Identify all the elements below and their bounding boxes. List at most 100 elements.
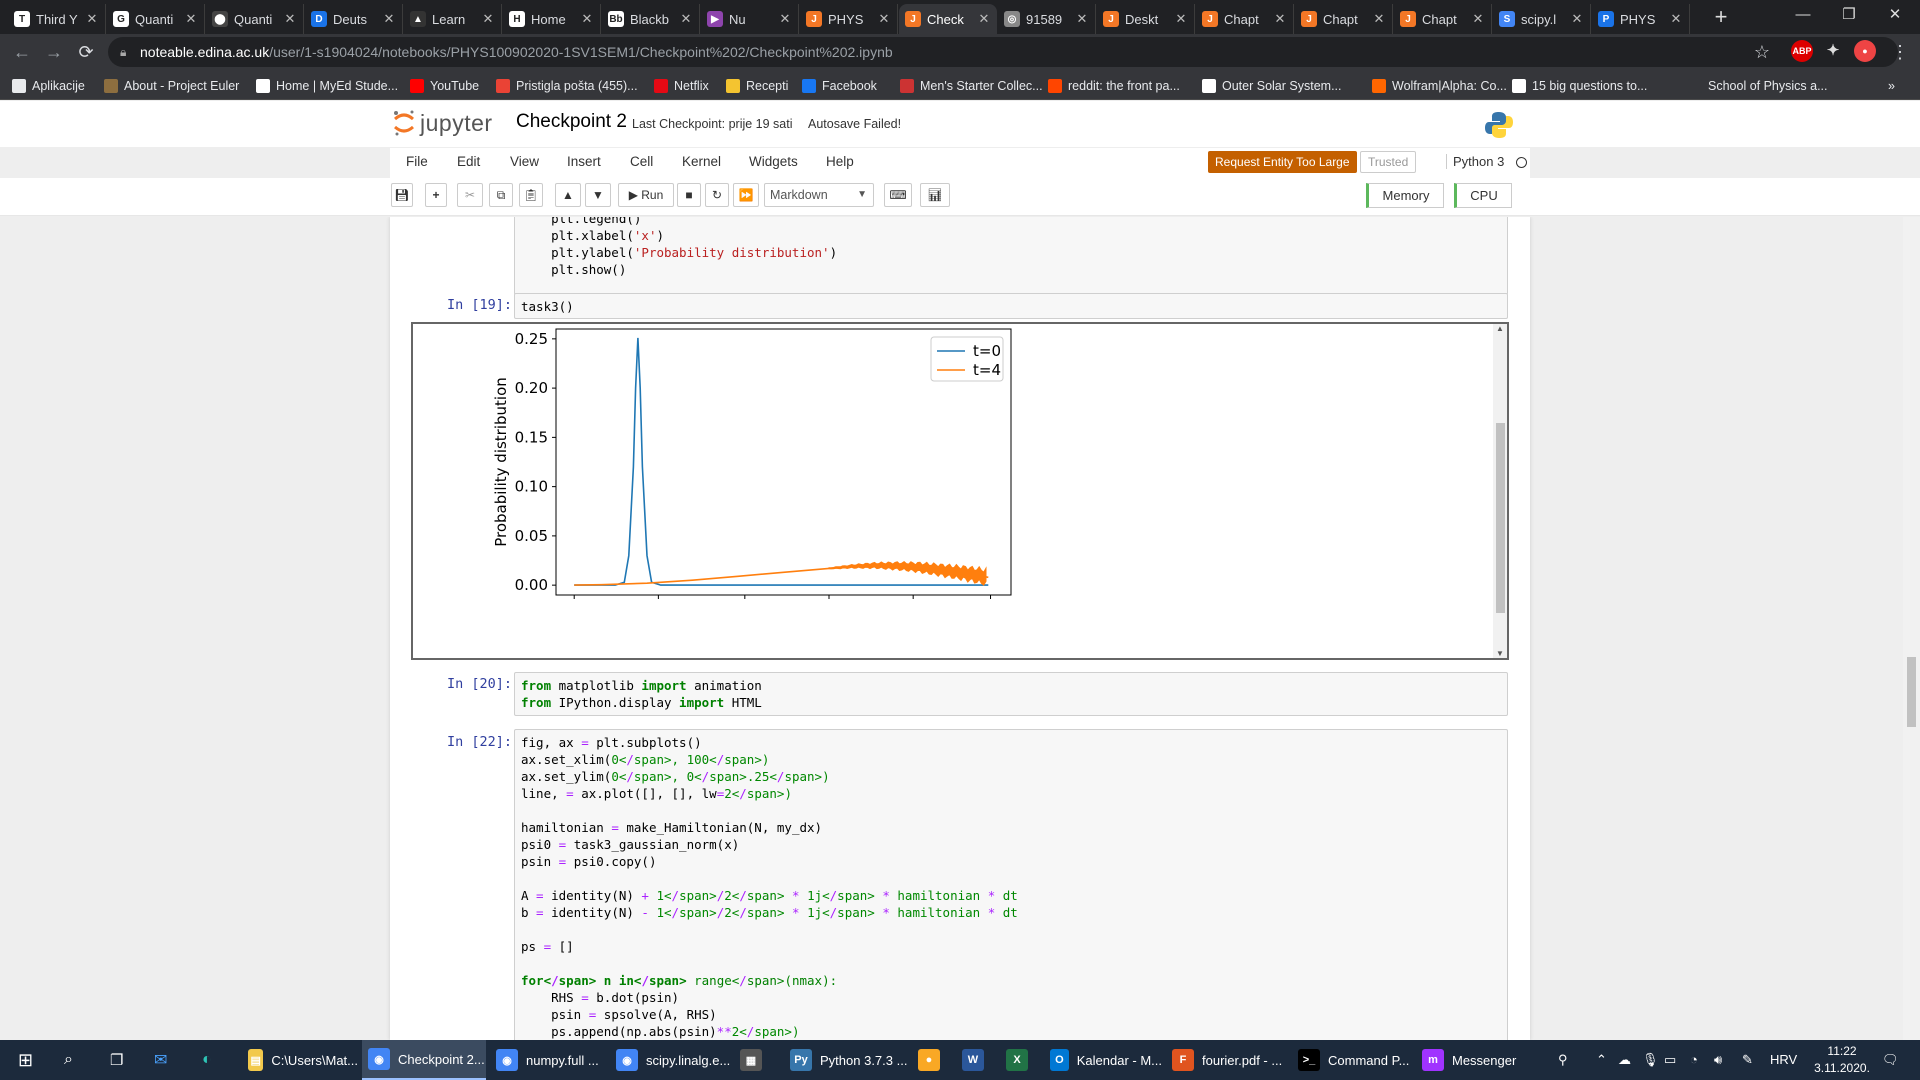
scroll-down-icon[interactable]: ▼ (1496, 649, 1504, 658)
browser-tab[interactable]: D Deuts ✕ (305, 4, 403, 34)
browser-tab[interactable]: G Quanti ✕ (107, 4, 205, 34)
bookmark-item[interactable]: YouTube (410, 76, 479, 96)
menu-file[interactable]: File (406, 154, 428, 169)
adblock-extension-icon[interactable]: ABP (1791, 40, 1813, 62)
paste-icon[interactable]: 📋︎ (519, 183, 543, 207)
menu-help[interactable]: Help (826, 154, 854, 169)
tab-close-icon[interactable]: ✕ (1274, 11, 1286, 26)
back-icon[interactable]: ← (13, 42, 31, 62)
menu-edit[interactable]: Edit (457, 154, 481, 169)
copy-icon[interactable]: ⧉ (489, 183, 513, 207)
taskbar-app[interactable]: ◉ scipy.linalg.e... (610, 1040, 734, 1080)
tab-close-icon[interactable]: ✕ (1373, 11, 1385, 26)
taskbar-app[interactable]: ● (912, 1040, 952, 1080)
taskbar-app[interactable]: m Messenger (1416, 1040, 1526, 1080)
taskbar-app[interactable]: >_ Command P... (1292, 1040, 1412, 1080)
restart-icon[interactable]: ↻ (705, 183, 729, 207)
new-tab-button[interactable]: + (1714, 4, 1728, 29)
taskbar-app[interactable]: X (1000, 1040, 1040, 1080)
cell-type-select[interactable]: Markdown ▼ (764, 183, 874, 207)
page-scroll-thumb[interactable] (1907, 657, 1916, 727)
error-badge[interactable]: Request Entity Too Large (1208, 151, 1357, 173)
bookmark-item[interactable]: Pristigla pošta (455)... (496, 76, 638, 96)
tab-close-icon[interactable]: ✕ (1175, 11, 1187, 26)
browser-tab[interactable]: P PHYS ✕ (1592, 4, 1690, 34)
browser-tab[interactable]: J Chapt ✕ (1394, 4, 1492, 34)
menu-cell[interactable]: Cell (630, 154, 654, 169)
bookmark-item[interactable]: Aplikacije (12, 76, 85, 96)
browser-tab[interactable]: J Chapt ✕ (1295, 4, 1393, 34)
battery-icon[interactable]: ▭ (1664, 1052, 1677, 1067)
tab-close-icon[interactable]: ✕ (779, 11, 791, 26)
tab-close-icon[interactable]: ✕ (978, 11, 990, 26)
tab-close-icon[interactable]: ✕ (1472, 11, 1484, 26)
chart-icon[interactable]: 📊︎ (920, 183, 950, 207)
scroll-up-icon[interactable]: ▲ (1496, 324, 1504, 333)
code-cell-19[interactable]: task3() (514, 293, 1508, 319)
bookmark-item[interactable]: Wolfram|Alpha: Co... (1372, 76, 1507, 96)
tab-close-icon[interactable]: ✕ (284, 11, 296, 26)
menu-insert[interactable]: Insert (567, 154, 601, 169)
profile-avatar[interactable]: ● (1854, 40, 1876, 62)
restart-run-all-icon[interactable]: ⏩ (733, 183, 759, 207)
taskbar-app[interactable]: Py Python 3.7.3 ... (784, 1040, 908, 1080)
menu-kernel[interactable]: Kernel (682, 154, 722, 169)
browser-tab[interactable]: ◎ 91589 ✕ (998, 4, 1096, 34)
page-scrollbar[interactable] (1903, 217, 1920, 1040)
bookmark-item[interactable]: About - Project Euler (104, 76, 239, 96)
trusted-badge[interactable]: Trusted (1360, 151, 1417, 173)
jupyter-logo[interactable]: jupyter (392, 109, 493, 137)
cut-icon[interactable]: ✂ (457, 183, 483, 207)
browser-tab[interactable]: H Home ✕ (503, 4, 601, 34)
bookmark-item[interactable]: reddit: the front pa... (1048, 76, 1180, 96)
menu-widgets[interactable]: Widgets (749, 154, 798, 169)
tab-close-icon[interactable]: ✕ (86, 11, 98, 26)
pen-icon[interactable]: ✎ (1742, 1052, 1753, 1067)
code-cell-20[interactable]: from matplotlib import animation from IP… (514, 672, 1508, 716)
taskbar-app[interactable]: ▦ (734, 1040, 778, 1080)
microphone-icon[interactable]: 🎙︎ (1642, 1052, 1659, 1067)
tab-close-icon[interactable]: ✕ (185, 11, 197, 26)
browser-tab[interactable]: J Deskt ✕ (1097, 4, 1195, 34)
extensions-icon[interactable]: ✦ (1826, 42, 1840, 59)
memory-button[interactable]: Memory (1366, 183, 1444, 208)
tab-close-icon[interactable]: ✕ (878, 11, 890, 26)
move-down-icon[interactable]: ▼ (585, 183, 611, 207)
taskbar-app[interactable]: W (956, 1040, 996, 1080)
save-icon[interactable]: 💾︎ (391, 183, 413, 207)
close-window-button[interactable]: ✕ (1888, 6, 1902, 23)
output-scroll-thumb[interactable] (1496, 423, 1505, 613)
browser-tab[interactable]: ▲ Learn ✕ (404, 4, 502, 34)
edge-icon[interactable]: ◐ (202, 1051, 212, 1068)
language-indicator[interactable]: HRV (1770, 1052, 1798, 1067)
browser-menu-icon[interactable]: ⋮ (1891, 42, 1909, 62)
browser-tab[interactable]: ⬤ Quanti ✕ (206, 4, 304, 34)
move-up-icon[interactable]: ▲ (555, 183, 581, 207)
mail-icon[interactable]: ✉ (154, 1052, 168, 1069)
search-icon[interactable]: ⌕ (64, 1051, 73, 1068)
code-cell-previous[interactable]: plt.legend() plt.xlabel('x') plt.ylabel(… (514, 217, 1508, 295)
browser-tab[interactable]: ▶ Nu ✕ (701, 4, 799, 34)
taskbar-app[interactable]: O Kalendar - M... (1044, 1040, 1162, 1080)
command-palette-icon[interactable]: ⌨ (884, 183, 912, 207)
bookmark-item[interactable]: 15 big questions to... (1512, 76, 1647, 96)
tab-close-icon[interactable]: ✕ (581, 11, 593, 26)
people-icon[interactable]: ⚲ (1558, 1052, 1568, 1067)
notifications-icon[interactable]: 🗨︎ (1882, 1052, 1899, 1067)
browser-tab[interactable]: J Check ✕ (899, 4, 997, 34)
bookmark-item[interactable]: School of Physics a... (1688, 76, 1828, 96)
bookmark-item[interactable]: Recepti (726, 76, 788, 96)
taskbar-app[interactable]: ◉ Checkpoint 2... (362, 1040, 486, 1080)
tab-close-icon[interactable]: ✕ (482, 11, 494, 26)
browser-tab[interactable]: J Chapt ✕ (1196, 4, 1294, 34)
taskbar-app[interactable]: ◉ numpy.full ... (490, 1040, 606, 1080)
bookmark-item[interactable]: Home | MyEd Stude... (256, 76, 398, 96)
reload-icon[interactable]: ⟳ (78, 42, 94, 62)
output-scrollbar[interactable]: ▲ ▼ (1493, 324, 1507, 658)
interrupt-icon[interactable]: ■ (677, 183, 701, 207)
network-icon[interactable]: ◔ (1690, 1052, 1698, 1067)
browser-tab[interactable]: Bb Blackb ✕ (602, 4, 700, 34)
cpu-button[interactable]: CPU (1454, 183, 1512, 208)
